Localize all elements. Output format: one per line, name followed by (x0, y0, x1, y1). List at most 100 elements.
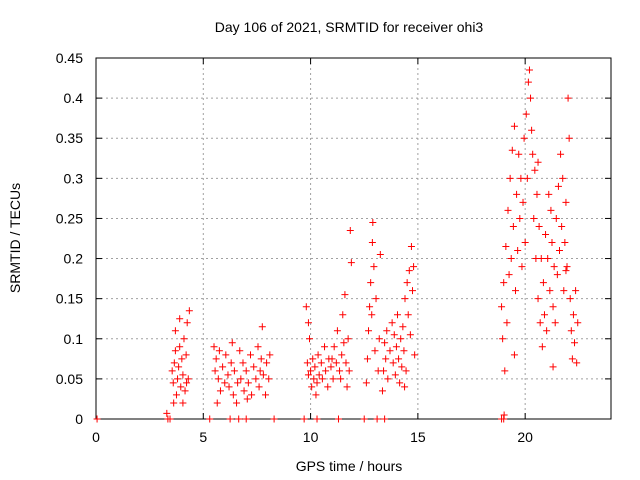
data-point (386, 347, 394, 355)
data-point (535, 222, 543, 230)
data-point (362, 379, 370, 387)
data-point (256, 367, 264, 375)
data-point (179, 399, 187, 407)
data-point (328, 355, 336, 363)
x-axis-label: GPS time / hours (296, 458, 403, 474)
data-point (234, 379, 242, 387)
data-point (391, 371, 399, 379)
data-point (182, 351, 190, 359)
data-point (366, 303, 374, 311)
data-point (509, 222, 517, 230)
data-point (368, 239, 376, 247)
data-point (170, 399, 178, 407)
x-tick-label: 10 (303, 429, 319, 445)
data-point (527, 94, 535, 102)
data-point (322, 367, 330, 375)
y-tick-label: 0.1 (64, 331, 84, 347)
data-point (390, 331, 398, 339)
data-point (370, 263, 378, 271)
y-tick-label: 0 (75, 411, 83, 427)
data-point (538, 343, 546, 351)
data-point (406, 331, 414, 339)
data-point (397, 335, 405, 343)
data-point (405, 267, 413, 275)
data-point (176, 343, 184, 351)
data-point (378, 387, 386, 395)
y-tick-label: 0.3 (64, 170, 84, 186)
data-point (300, 415, 308, 423)
data-point (564, 94, 572, 102)
x-tick-label: 15 (410, 429, 426, 445)
data-point (216, 387, 224, 395)
data-point (181, 387, 189, 395)
data-point (172, 391, 180, 399)
data-point (93, 415, 101, 423)
data-point (501, 367, 509, 375)
data-point (401, 295, 409, 303)
data-point (500, 279, 508, 287)
data-point (404, 311, 412, 319)
data-point (567, 327, 575, 335)
data-point (179, 371, 187, 379)
data-point (221, 379, 229, 387)
data-point (529, 150, 537, 158)
data-point (242, 415, 250, 423)
data-point (174, 375, 182, 383)
data-point (345, 367, 353, 375)
data-point (211, 367, 219, 375)
data-point (310, 375, 318, 383)
data-point (341, 291, 349, 299)
data-point (185, 307, 193, 315)
data-point (558, 222, 566, 230)
data-point (373, 415, 381, 423)
data-point (384, 375, 392, 383)
data-point (522, 110, 530, 118)
data-point (530, 214, 538, 222)
data-point (504, 206, 512, 214)
data-point (566, 295, 574, 303)
data-point (573, 359, 581, 367)
data-point (544, 255, 552, 263)
data-point (568, 355, 576, 363)
data-point (372, 295, 380, 303)
x-tick-labels: 0 5 10 15 20 (92, 429, 533, 445)
data-point (534, 158, 542, 166)
data-point (543, 327, 551, 335)
data-point (382, 355, 390, 363)
data-point (403, 279, 411, 287)
data-point (562, 267, 570, 275)
data-point (517, 174, 525, 182)
data-point (248, 391, 256, 399)
data-point (239, 359, 247, 367)
data-point (395, 355, 403, 363)
data-point (324, 383, 332, 391)
data-point (520, 134, 528, 142)
data-point (306, 335, 314, 343)
data-point (337, 375, 345, 383)
data-point (551, 319, 559, 327)
data-point (402, 367, 410, 375)
data-point (369, 218, 377, 226)
data-point (327, 363, 335, 371)
data-point (215, 347, 223, 355)
data-point (226, 415, 234, 423)
data-point (571, 339, 579, 347)
data-point (560, 287, 568, 295)
data-point (244, 379, 252, 387)
data-point (318, 375, 326, 383)
data-point (333, 327, 341, 335)
data-point (302, 303, 310, 311)
y-tick-label: 0.15 (56, 291, 83, 307)
data-point (513, 190, 521, 198)
data-point (549, 303, 557, 311)
data-point (338, 351, 346, 359)
data-point (332, 359, 340, 367)
data-point (518, 263, 526, 271)
data-point (540, 311, 548, 319)
data-point (347, 259, 355, 267)
data-point (224, 371, 232, 379)
data-point (546, 287, 554, 295)
data-point (175, 363, 183, 371)
data-point (528, 126, 536, 134)
